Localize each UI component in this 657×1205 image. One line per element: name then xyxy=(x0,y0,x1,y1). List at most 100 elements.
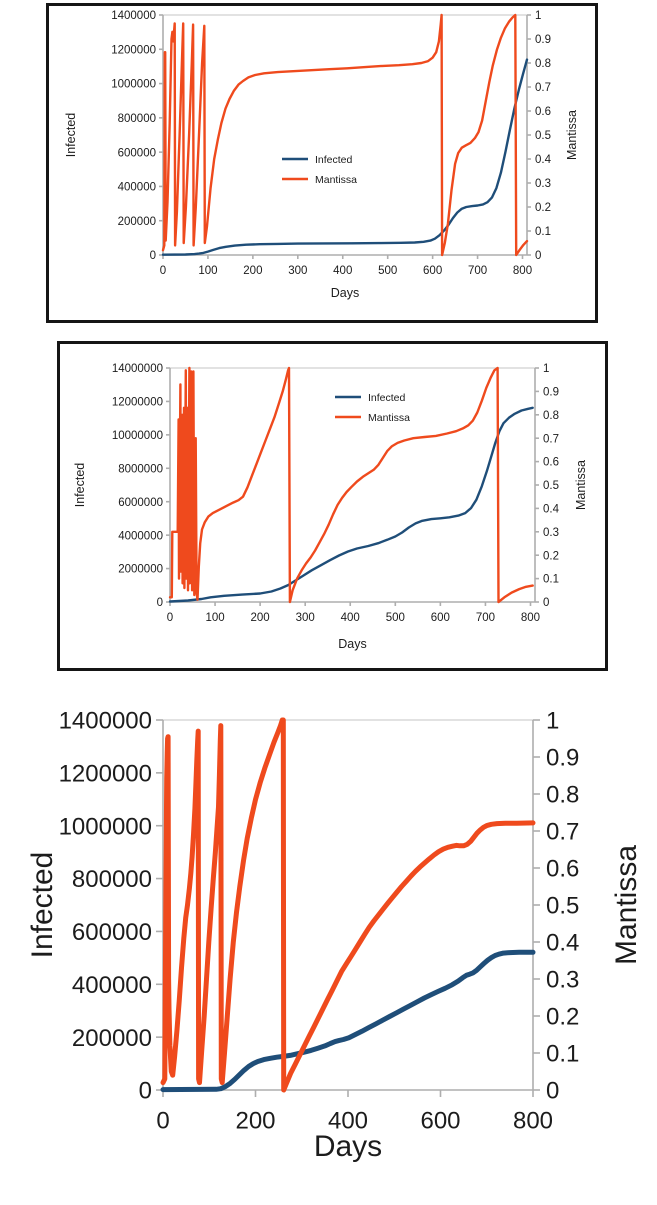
bottom-chart-panel: 0 200000 400000 600000 800000 1000000 1200000 1… xyxy=(0,690,657,1205)
x-axis-tick-label: 600 xyxy=(420,1108,460,1135)
left-axis-tick-label: 1400000 xyxy=(59,708,152,735)
x-axis-tick-label: 600 xyxy=(431,612,450,624)
right-axis-tick-label: 0 xyxy=(543,597,549,609)
left-axis-tick-label: 6000000 xyxy=(118,497,163,509)
right-axis-tick-label: 0.4 xyxy=(535,154,552,166)
left-axis-title: Infected xyxy=(26,852,59,959)
left-axis-tick-label: 1000000 xyxy=(59,813,152,840)
mantissa-line xyxy=(161,13,529,257)
x-axis-tick-label: 200 xyxy=(251,612,270,624)
right-axis-tick-label: 0.4 xyxy=(546,930,579,957)
right-axis-tick-label: 0.8 xyxy=(543,410,559,422)
right-axis-tick-label: 0.6 xyxy=(543,457,559,469)
right-axis-tick-label: 0.1 xyxy=(535,226,551,238)
right-axis-tick-label: 0.7 xyxy=(535,82,551,94)
right-axis-tick-label: 0.4 xyxy=(543,504,560,516)
left-axis-tick-label: 0 xyxy=(139,1078,152,1105)
x-axis-tick-label: 400 xyxy=(341,612,360,624)
legend-label-mantissa: Mantissa xyxy=(315,174,357,186)
x-axis-tick-label: 0 xyxy=(167,612,173,624)
left-axis-tick-label: 200000 xyxy=(72,1025,152,1052)
left-axis-tick-label: 200000 xyxy=(118,216,156,228)
x-axis-tick-label: 200 xyxy=(243,265,262,277)
left-axis-tick-label: 800000 xyxy=(118,113,156,125)
legend-label-infected: Infected xyxy=(315,154,353,166)
x-axis-tick-label: 300 xyxy=(296,612,315,624)
middle-chart-canvas: 0200000040000006000000800000010000000120… xyxy=(73,363,588,651)
top-chart-panel: 0 200000 400000 600000 800000 1000000 1200000 1… xyxy=(46,3,598,323)
right-axis-tick-label: 0.3 xyxy=(546,967,579,994)
right-axis-tick-label: 0 xyxy=(535,250,541,262)
left-axis-tick-label: 600000 xyxy=(118,147,156,159)
top-chart-canvas: 0 200000 400000 600000 800000 1000000 1200000 1… xyxy=(64,10,579,300)
middle-chart-panel: 0 2000000 4000000 6000000 8000000 10000000 120… xyxy=(57,341,608,671)
right-axis-tick-label: 0.1 xyxy=(543,574,559,586)
x-axis-tick-label: 500 xyxy=(378,265,397,277)
infected-line xyxy=(160,949,536,1093)
x-axis-tick-label: 0 xyxy=(160,265,166,277)
left-axis-tick-label: 14000000 xyxy=(112,363,163,375)
x-axis-tick-label: 100 xyxy=(205,612,224,624)
left-axis-tick-label: 2000000 xyxy=(118,564,163,576)
left-axis-tick-label: 600000 xyxy=(72,919,152,946)
left-axis-tick-label: 0 xyxy=(157,597,163,609)
mantissa-line xyxy=(168,366,534,604)
x-axis-tick-label: 300 xyxy=(288,265,307,277)
left-axis-tick-label: 800000 xyxy=(72,866,152,893)
infected-line xyxy=(168,406,534,603)
right-axis-tick-label: 0.3 xyxy=(535,178,551,190)
x-axis-title: Days xyxy=(331,286,359,300)
right-axis-tick-label: 0.7 xyxy=(546,819,579,846)
left-axis-tick-label: 1400000 xyxy=(111,10,156,22)
mantissa-line xyxy=(160,717,536,1093)
right-axis-tick-label: 0.1 xyxy=(546,1041,579,1068)
right-axis-tick-label: 1 xyxy=(546,708,559,735)
right-axis-tick-label: 1 xyxy=(543,363,549,375)
left-axis-tick-label: 12000000 xyxy=(112,397,163,409)
bottom-chart-canvas: 0 200000 400000 600000 800000 1000000 1200000 1… xyxy=(26,708,643,1163)
right-axis-tick-label: 0.8 xyxy=(546,782,579,809)
x-axis-tick-label: 400 xyxy=(328,1108,368,1135)
right-axis-tick-label: 0.9 xyxy=(535,34,551,46)
right-axis-title: Mantissa xyxy=(574,460,588,510)
x-axis-tick-label: 100 xyxy=(198,265,217,277)
right-axis-tick-label: 0.5 xyxy=(543,480,559,492)
right-axis-tick-label: 0.8 xyxy=(535,58,551,70)
right-axis-tick-label: 0.9 xyxy=(546,745,579,772)
x-axis-tick-label: 800 xyxy=(521,612,540,624)
right-axis-tick-label: 0.2 xyxy=(535,202,551,214)
right-axis-tick-label: 0.2 xyxy=(543,550,559,562)
x-axis-tick-label: 600 xyxy=(423,265,442,277)
right-axis-tick-label: 0 xyxy=(546,1078,559,1105)
right-axis-tick-label: 0.7 xyxy=(543,433,559,445)
left-axis-tick-label: 8000000 xyxy=(118,463,163,475)
x-axis-tick-label: 700 xyxy=(476,612,495,624)
right-axis-tick-label: 1 xyxy=(535,10,541,22)
x-axis-title: Days xyxy=(338,637,366,651)
right-axis-tick-label: 0.2 xyxy=(546,1004,579,1031)
right-axis-tick-label: 0.6 xyxy=(546,856,579,883)
right-axis-tick-label: 0.5 xyxy=(535,130,551,142)
left-axis-title: Infected xyxy=(73,463,87,508)
right-axis-tick-label: 0.5 xyxy=(546,893,579,920)
left-axis-tick-label: 0 xyxy=(150,250,156,262)
infected-line xyxy=(161,58,529,256)
right-axis-tick-label: 0.6 xyxy=(535,106,551,118)
left-axis-tick-label: 400000 xyxy=(72,972,152,999)
x-axis-tick-label: 200 xyxy=(235,1108,275,1135)
x-axis-tick-label: 500 xyxy=(386,612,405,624)
left-axis-tick-label: 1200000 xyxy=(59,760,152,787)
x-axis-tick-label: 800 xyxy=(513,265,532,277)
x-axis-tick-label: 700 xyxy=(468,265,487,277)
left-axis-tick-label: 400000 xyxy=(118,182,156,194)
x-axis-tick-label: 800 xyxy=(513,1108,553,1135)
legend-label-infected: Infected xyxy=(368,392,406,404)
x-axis-tick-label: 0 xyxy=(156,1108,169,1135)
x-axis-tick-label: 400 xyxy=(333,265,352,277)
right-axis-tick-label: 0.3 xyxy=(543,527,559,539)
x-axis-title: Days xyxy=(314,1130,382,1163)
left-axis-tick-label: 10000000 xyxy=(112,430,163,442)
left-axis-tick-label: 1200000 xyxy=(111,44,156,56)
right-axis-tick-label: 0.9 xyxy=(543,387,559,399)
